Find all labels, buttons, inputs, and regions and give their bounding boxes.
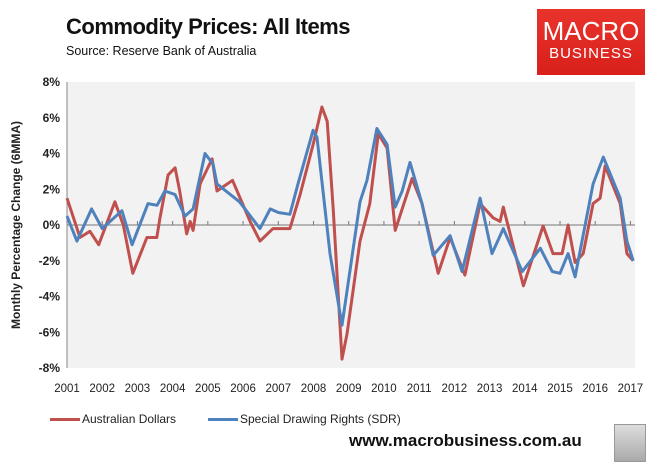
x-tick-label: 2017 [618, 383, 644, 395]
x-tick-label: 2002 [89, 383, 115, 395]
y-tick-label: 4% [43, 147, 61, 161]
series-line-aud [65, 105, 635, 361]
x-tick-label: 2012 [442, 383, 468, 395]
x-tick-label: 2005 [195, 383, 221, 395]
wolf-logo-image [614, 424, 646, 462]
legend-item-aud: Australian Dollars [50, 412, 176, 426]
legend-swatch-aud [50, 417, 80, 421]
legend-label-sdr: Special Drawing Rights (SDR) [240, 412, 401, 426]
x-tick-label: 2006 [230, 383, 256, 395]
x-tick-label: 2007 [265, 383, 291, 395]
x-tick-label: 2010 [371, 383, 397, 395]
website-url: www.macrobusiness.com.au [349, 431, 582, 450]
y-tick-label: 8% [43, 75, 61, 89]
x-tick-label: 2014 [512, 383, 538, 395]
x-tick-label: 2011 [407, 383, 432, 395]
y-tick-label: 0% [43, 218, 61, 232]
chart-subtitle: Source: Reserve Bank of Australia [66, 44, 257, 58]
legend-item-sdr: Special Drawing Rights (SDR) [208, 412, 401, 426]
x-tick-label: 2008 [301, 383, 327, 395]
y-tick-label: -8% [39, 361, 61, 375]
x-tick-label: 2003 [125, 383, 151, 395]
y-tick-label: 2% [43, 182, 61, 196]
y-tick-label: -4% [39, 290, 61, 304]
logo-line2: BUSINESS [549, 45, 633, 62]
x-tick-label: 2016 [582, 383, 608, 395]
x-tick-label: 2001 [54, 383, 80, 395]
x-tick-label: 2009 [336, 383, 362, 395]
logo-line1: MACRO [542, 16, 640, 46]
y-tick-label: -6% [39, 325, 61, 339]
y-axis-label: Monthly Percentage Change (6MMA) [9, 121, 23, 329]
y-tick-label: 6% [43, 111, 61, 125]
macrobusiness-logo: MACRO BUSINESS [537, 9, 645, 75]
chart-title: Commodity Prices: All Items [66, 14, 350, 39]
legend-swatch-sdr [208, 417, 238, 421]
x-tick-label: 2015 [547, 383, 573, 395]
legend-label-aud: Australian Dollars [82, 412, 177, 426]
x-tick-label: 2004 [160, 383, 186, 395]
series-line-sdr [65, 127, 635, 327]
y-tick-label: -2% [39, 254, 61, 268]
x-tick-label: 2013 [477, 383, 503, 395]
